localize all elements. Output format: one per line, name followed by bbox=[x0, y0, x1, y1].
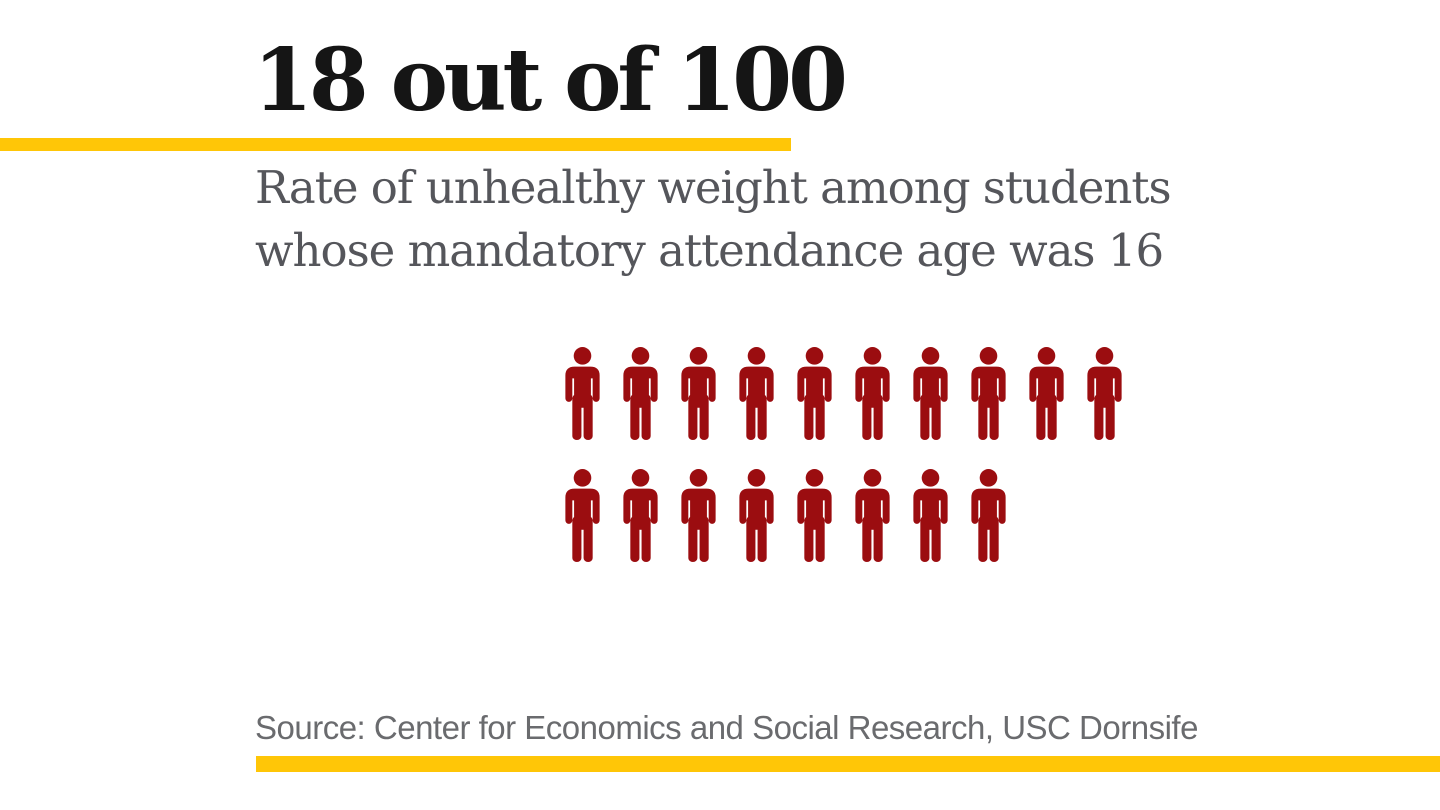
person-icon bbox=[908, 469, 953, 564]
person-icon bbox=[792, 469, 837, 564]
subtitle-line-1: Rate of unhealthy weight among students bbox=[255, 161, 1172, 214]
person-icon bbox=[676, 469, 721, 564]
footer-rule bbox=[256, 756, 1440, 772]
person-icon bbox=[734, 347, 779, 442]
person-icon bbox=[618, 347, 663, 442]
page-title: 18 out of 100 bbox=[253, 30, 848, 131]
person-icon bbox=[908, 347, 953, 442]
person-icon bbox=[850, 469, 895, 564]
pictogram-row-1 bbox=[560, 347, 1127, 442]
person-icon bbox=[560, 347, 605, 442]
person-icon bbox=[966, 347, 1011, 442]
person-icon bbox=[676, 347, 721, 442]
subtitle-line-2: whose mandatory attendance age was 16 bbox=[255, 224, 1164, 277]
person-icon bbox=[792, 347, 837, 442]
pictogram-chart bbox=[560, 347, 1127, 564]
person-icon bbox=[850, 347, 895, 442]
person-icon bbox=[1024, 347, 1069, 442]
source-attribution: Source: Center for Economics and Social … bbox=[255, 709, 1198, 746]
chart-subtitle: Rate of unhealthy weight among students … bbox=[255, 156, 1172, 282]
person-icon bbox=[618, 469, 663, 564]
person-icon bbox=[560, 469, 605, 564]
person-icon bbox=[1082, 347, 1127, 442]
title-underline-rule bbox=[0, 138, 791, 151]
person-icon bbox=[966, 469, 1011, 564]
person-icon bbox=[734, 469, 779, 564]
pictogram-row-2 bbox=[560, 469, 1127, 564]
